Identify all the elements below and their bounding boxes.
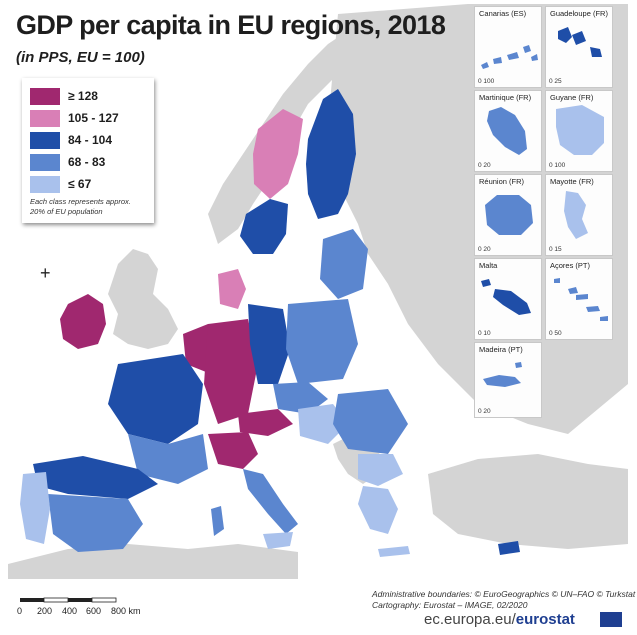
inset-map: [564, 191, 588, 239]
inset-acores: Açores (PT) 0 50: [545, 258, 613, 340]
inset-scale: 0 100: [549, 162, 566, 169]
inset-guadeloupe: Guadeloupe (FR) 0 25: [545, 6, 613, 88]
legend-row: 105 - 127: [30, 108, 146, 128]
inset-malta: Malta 0 10: [474, 258, 542, 340]
inset-title: Malta: [479, 261, 498, 270]
region-italy-south: [243, 469, 298, 534]
inset-map: [487, 107, 527, 155]
scale-label: 800 km: [111, 606, 141, 616]
region-spain-south: [48, 494, 143, 552]
region-france-north: [108, 354, 203, 444]
region-austria: [238, 409, 293, 436]
region-sweden-north: [253, 109, 303, 199]
inset-title: Mayotte (FR): [550, 177, 594, 186]
legend: ≥ 128 105 - 127 84 - 104 68 - 83 ≤ 67 Ea…: [22, 78, 154, 223]
legend-swatch: [30, 109, 60, 127]
region-germany-west: [204, 319, 258, 424]
inset-scale: 0 20: [478, 162, 491, 169]
inset-scale: 0 100: [478, 78, 495, 85]
region-denmark: [218, 269, 246, 309]
inset-map: [554, 278, 608, 321]
footer-brand: eurostat: [515, 611, 575, 628]
map-title: GDP per capita in EU regions, 2018: [16, 10, 446, 40]
credits: Administrative boundaries: © EuroGeograp…: [372, 589, 635, 611]
inset-title: Madeira (PT): [479, 345, 523, 354]
scale-label: 600: [86, 606, 102, 616]
scale-label: 400: [62, 606, 78, 616]
region-crete: [378, 546, 410, 557]
uk-land: [108, 249, 178, 349]
region-sweden-south: [240, 199, 288, 254]
map-subtitle: (in PPS, EU = 100): [16, 49, 145, 66]
inset-map: [556, 105, 604, 155]
region-finland: [306, 89, 356, 219]
legend-label: 105 - 127: [68, 111, 119, 125]
legend-row: 84 - 104: [30, 130, 146, 150]
credits-line: Administrative boundaries: © EuroGeograp…: [372, 589, 636, 599]
legend-swatch: [30, 175, 60, 193]
region-spain-north: [33, 456, 158, 499]
inset-map: [558, 27, 602, 57]
legend-label: 68 - 83: [68, 155, 106, 169]
region-ireland: [60, 294, 106, 349]
inset-canarias: Canarias (ES) 0 100: [474, 6, 542, 88]
region-czechia-slovakia: [273, 382, 328, 414]
inset-map: [485, 195, 533, 235]
inset-madeira: Madeira (PT) 0 20: [474, 342, 542, 418]
region-baltics: [320, 229, 368, 299]
inset-title: Guyane (FR): [550, 93, 594, 102]
region-sicily: [263, 532, 293, 549]
region-italy-north: [208, 432, 258, 469]
legend-swatch: [30, 87, 60, 105]
inset-scale: 0 20: [478, 246, 491, 253]
inset-scale: 0 10: [478, 330, 491, 337]
inset-reunion: Réunion (FR) 0 20: [474, 174, 542, 256]
inset-map: [483, 362, 522, 387]
crosshair-cursor-icon: +: [40, 263, 51, 283]
inset-scale: 0 50: [549, 330, 562, 337]
legend-row: ≥ 128: [30, 86, 146, 106]
region-portugal: [20, 472, 50, 544]
footer-url: ec.europa.eu/: [424, 611, 516, 628]
region-cyprus: [498, 541, 520, 555]
inset-guyane: Guyane (FR) 0 100: [545, 90, 613, 172]
inset-map: [481, 279, 531, 315]
legend-swatch: [30, 131, 60, 149]
inset-scale: 0 20: [478, 408, 491, 415]
region-bulgaria: [358, 454, 403, 486]
north-africa-land: [8, 544, 298, 579]
legend-row: ≤ 67: [30, 174, 146, 194]
region-romania: [333, 389, 408, 454]
inset-mayotte: Mayotte (FR) 0 15: [545, 174, 613, 256]
credits-line: Cartography: Eurostat – IMAGE, 02/2020: [372, 600, 528, 610]
legend-row: 68 - 83: [30, 152, 146, 172]
inset-title: Açores (PT): [550, 261, 591, 270]
inset-scale: 0 15: [549, 246, 562, 253]
scale-label: 200: [37, 606, 53, 616]
scale-bar: [20, 597, 117, 603]
inset-martinique: Martinique (FR) 0 20: [474, 90, 542, 172]
legend-label: 84 - 104: [68, 133, 113, 147]
turkey-land: [428, 454, 628, 549]
inset-title: Canarias (ES): [479, 9, 527, 18]
inset-scale: 0 25: [549, 78, 562, 85]
region-france-south: [128, 434, 208, 484]
legend-label: ≤ 67: [68, 177, 92, 191]
region-sardinia: [211, 506, 224, 536]
inset-title: Martinique (FR): [479, 93, 532, 102]
eu-flag-icon: [600, 612, 622, 627]
inset-title: Réunion (FR): [479, 177, 525, 186]
footer-domain[interactable]: ec.europa.eu/eurostat: [424, 611, 575, 628]
legend-swatch: [30, 153, 60, 171]
legend-note: Each class represents approx. 20% of EU …: [30, 197, 131, 216]
region-germany-east: [248, 304, 290, 384]
inset-title: Guadeloupe (FR): [550, 9, 608, 18]
legend-label: ≥ 128: [68, 89, 98, 103]
region-greece: [358, 486, 398, 534]
scale-label: 0: [17, 606, 23, 616]
inset-map: [481, 45, 538, 69]
region-poland: [286, 299, 358, 384]
